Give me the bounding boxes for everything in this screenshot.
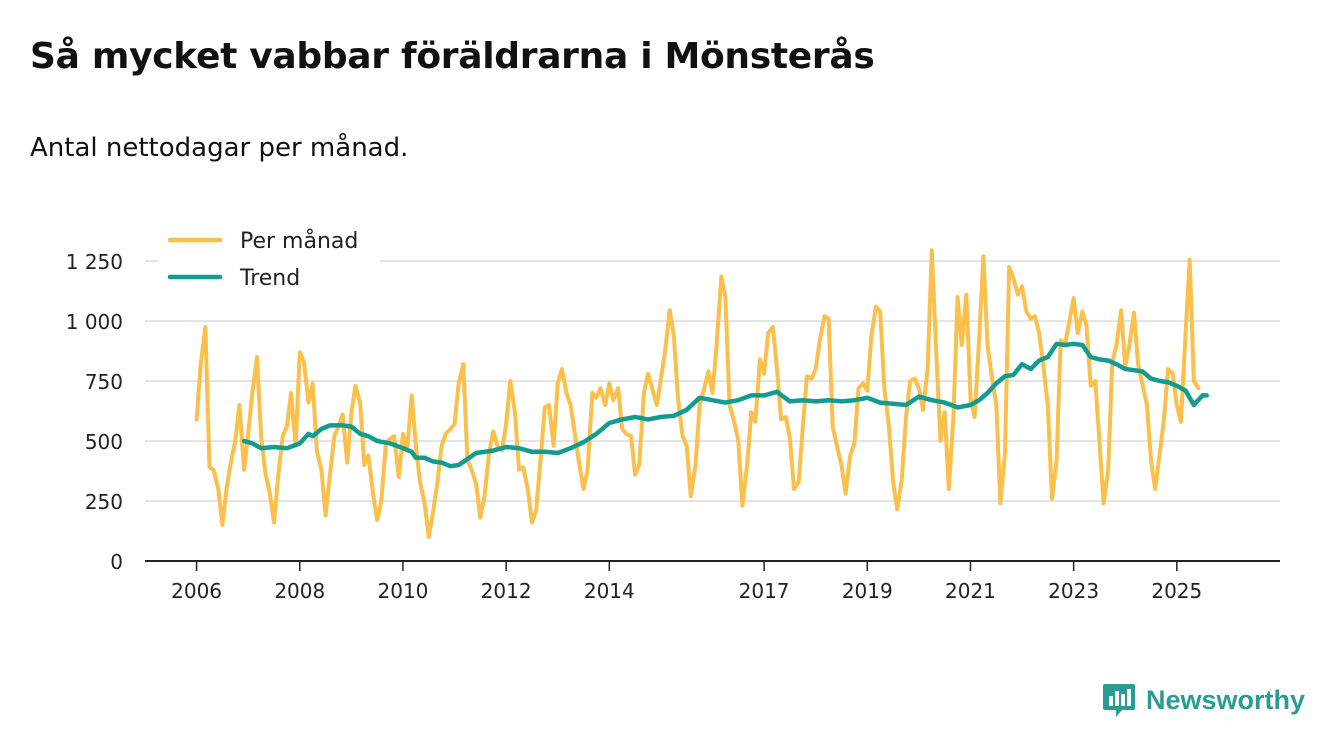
chart-subtitle: Antal nettodagar per månad.	[30, 133, 409, 163]
series-line-per-manad	[194, 248, 1201, 539]
x-axis-ticks: 2006 2008 2010 2012 2014 2017 2019 2021 2023 2025	[171, 561, 1202, 603]
brand-name: Newsworthy	[1146, 684, 1306, 715]
legend-background	[158, 222, 380, 296]
y-axis-ticks: 0 250 500 750 1 000 1 250	[66, 250, 123, 574]
x-tick-label: 2012	[481, 579, 532, 603]
y-tick-label: 1 250	[66, 250, 123, 274]
y-tick-label: 750	[85, 370, 123, 394]
x-tick-label: 2017	[739, 579, 790, 603]
brand-logo: Newsworthy	[1102, 682, 1305, 718]
x-tick-label: 2014	[584, 579, 635, 603]
x-tick-label: 2010	[378, 579, 429, 603]
x-tick-label: 2008	[274, 579, 325, 603]
series-lines	[194, 248, 1209, 539]
y-tick-label: 250	[85, 490, 123, 514]
y-tick-label: 1 000	[66, 310, 123, 334]
x-tick-label: 2021	[945, 579, 996, 603]
y-tick-label: 0	[110, 550, 123, 574]
x-tick-label: 2023	[1048, 579, 1099, 603]
x-tick-label: 2025	[1151, 579, 1202, 603]
x-tick-label: 2019	[842, 579, 893, 603]
legend-label: Per månad	[240, 228, 358, 254]
x-tick-label: 2006	[171, 579, 222, 603]
newsworthy-logo-icon	[1103, 684, 1135, 717]
series-line-trend	[241, 341, 1209, 469]
legend-label: Trend	[239, 266, 300, 291]
y-tick-label: 500	[85, 430, 123, 454]
chart-title: Så mycket vabbar föräldrarna i Mönsterås	[30, 36, 875, 77]
legend: Per månad Trend	[158, 222, 380, 296]
